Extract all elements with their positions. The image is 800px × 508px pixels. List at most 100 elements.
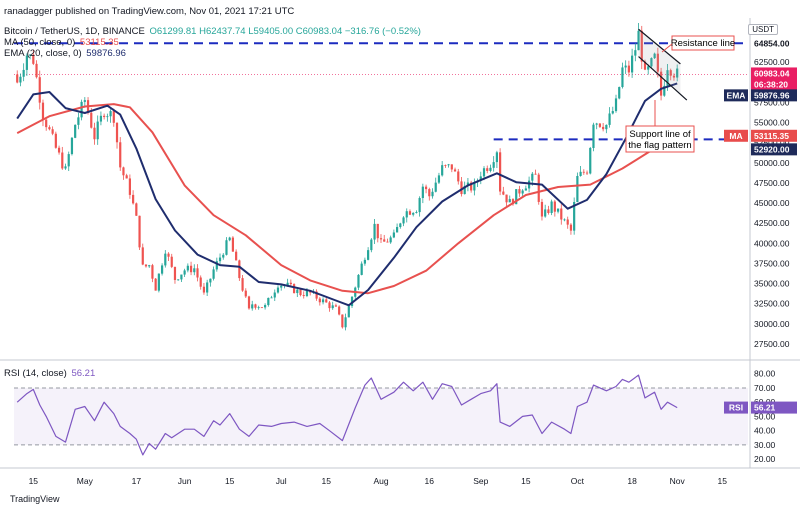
candle-body	[453, 169, 457, 172]
candle-body	[363, 259, 367, 264]
candle-body	[437, 175, 441, 183]
candle-body	[408, 211, 412, 215]
candle-body	[225, 240, 228, 255]
ohlc-values: O61299.81 H62437.74 L59405.00 C60983.04 …	[149, 26, 421, 37]
candle-body	[280, 285, 283, 288]
candle-body	[395, 227, 399, 233]
candle-body	[676, 68, 679, 78]
candle-body	[38, 77, 41, 103]
candle-body	[650, 58, 653, 67]
ma-legend-value: 53115.35	[79, 37, 119, 48]
candle-body	[183, 270, 186, 275]
candle-body	[154, 278, 157, 291]
candle-body	[499, 152, 502, 192]
top-level-tag: 64854.00	[754, 38, 790, 48]
legend-ma-row: MA (50, close, 0) 53115.35	[4, 37, 121, 48]
candle-body	[206, 282, 209, 293]
candle-body	[663, 85, 666, 96]
candle-body	[556, 208, 560, 212]
candle-body	[99, 115, 103, 122]
candle-body	[521, 190, 524, 194]
candle-body	[444, 165, 447, 166]
legend-symbol-row: Bitcoin / TetherUS, 1D, BINANCE O61299.8…	[4, 26, 423, 37]
time-tick-label: 15	[29, 476, 39, 486]
candle-body	[502, 191, 505, 195]
time-tick-label: 17	[132, 476, 142, 486]
ema20-line	[16, 82, 678, 307]
candle-body	[621, 67, 624, 88]
candle-body	[508, 199, 511, 203]
ema-price-tag: 59876.96	[754, 90, 790, 100]
top-level-tag-bg	[751, 37, 797, 50]
candle-body	[367, 250, 370, 260]
candle-body	[292, 284, 296, 294]
candle-body	[495, 152, 498, 163]
candle-body	[90, 112, 93, 128]
candle-body	[151, 265, 154, 279]
candle-body	[299, 289, 302, 296]
candle-body	[486, 168, 489, 171]
ma-short-tag: MA	[729, 131, 742, 141]
candle-body	[537, 174, 540, 202]
candle-body	[666, 70, 669, 86]
ema-price-tag-bg	[751, 89, 797, 102]
flag-pattern-area	[638, 29, 681, 94]
candle-body	[338, 306, 341, 315]
countdown-tag-bg	[751, 78, 797, 91]
candle-body	[611, 111, 614, 114]
candle-body	[164, 253, 167, 266]
candle-body	[634, 50, 637, 56]
candle-body	[296, 289, 299, 294]
candle-body	[189, 265, 193, 273]
last-price-tag: 60983.04	[754, 68, 790, 78]
candle-body	[273, 292, 276, 298]
candle-body	[141, 247, 144, 265]
candle-body	[547, 209, 550, 214]
candle-body	[209, 278, 212, 283]
candle-body	[74, 124, 77, 138]
candle-body	[202, 286, 206, 293]
candle-body	[157, 273, 160, 291]
candle-body	[540, 201, 544, 217]
symbol-label: Bitcoin / TetherUS, 1D, BINANCE	[4, 26, 145, 37]
candle-body	[70, 137, 74, 155]
candle-body	[618, 87, 621, 99]
rsi-legend-value: 56.21	[71, 368, 96, 379]
candle-body	[447, 164, 450, 166]
candle-body	[470, 182, 473, 191]
candle-body	[115, 122, 119, 143]
candle-body	[614, 98, 618, 112]
candle-body	[180, 274, 183, 280]
candle-body	[544, 209, 547, 217]
candle-body	[177, 279, 180, 281]
candle-body	[315, 291, 318, 299]
candle-body	[463, 185, 466, 195]
resistance-label: Resistance line	[671, 38, 735, 49]
candle-body	[106, 116, 109, 118]
candle-body	[170, 256, 173, 267]
candle-body	[589, 147, 592, 174]
candle-body	[505, 194, 508, 203]
support-level-tag: 52920.00	[754, 144, 790, 154]
currency-badge[interactable]: USDT	[748, 24, 778, 35]
candle-body	[16, 74, 19, 83]
candle-body	[51, 129, 54, 134]
candle-body	[566, 219, 569, 225]
time-tick-label: May	[77, 476, 94, 486]
rsi-band	[14, 387, 748, 445]
tradingview-logo[interactable]: TradingView	[10, 494, 60, 504]
candle-body	[347, 306, 350, 318]
candle-body	[22, 69, 25, 77]
candle-body	[534, 173, 537, 175]
candle-body	[392, 232, 395, 238]
candle-body	[598, 123, 602, 127]
ma-price-tag-bg	[751, 129, 797, 142]
candle-body	[138, 215, 141, 248]
candle-body	[251, 304, 254, 309]
candle-body	[302, 295, 305, 297]
candle-body	[527, 180, 531, 189]
rsi-tick-label: 70.00	[754, 383, 776, 393]
candle-body	[77, 117, 80, 125]
ma50-line	[16, 103, 678, 295]
candle-body	[61, 152, 64, 169]
